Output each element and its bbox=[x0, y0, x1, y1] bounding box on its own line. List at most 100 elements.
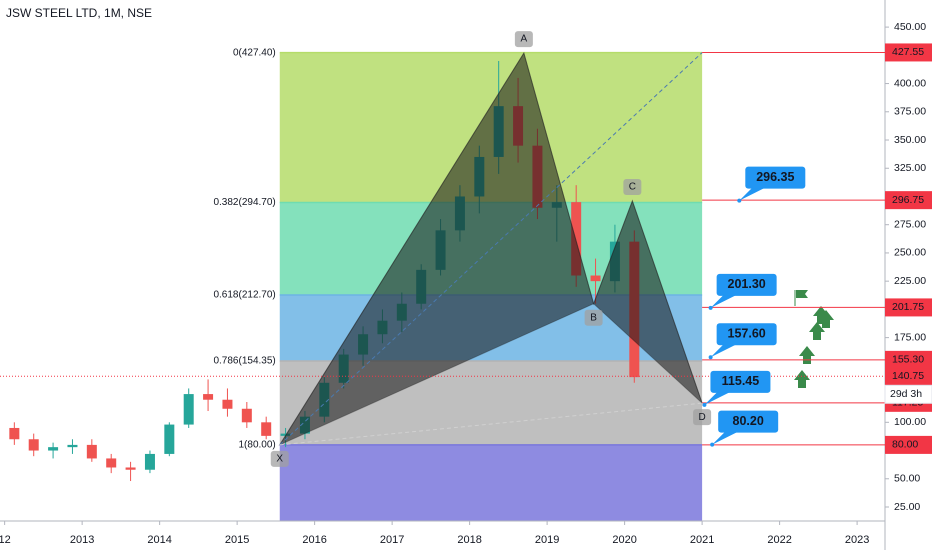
y-tick-label: 375.00 bbox=[894, 106, 926, 118]
candle-body bbox=[67, 444, 78, 448]
y-tick-label: 50.00 bbox=[894, 473, 920, 485]
y-tick-label: 450.00 bbox=[894, 21, 926, 33]
x-tick-label: 2013 bbox=[70, 534, 94, 546]
pattern-point-label: A bbox=[521, 34, 528, 45]
price-line-box bbox=[885, 191, 932, 210]
x-tick-label: 2020 bbox=[612, 534, 636, 546]
callout-pointer bbox=[712, 430, 741, 445]
fib-label: 1(80.00) bbox=[239, 440, 276, 451]
x-tick-label: 2022 bbox=[767, 534, 791, 546]
arrow-icon bbox=[809, 322, 825, 340]
candle-body bbox=[106, 458, 117, 468]
candle-body bbox=[164, 424, 175, 454]
x-tick-label: 2014 bbox=[147, 534, 171, 546]
countdown-box bbox=[884, 384, 932, 404]
pattern-point-label: C bbox=[629, 182, 636, 193]
diagonal-dash bbox=[279, 52, 703, 446]
price-line-label: 155.30 bbox=[892, 354, 924, 366]
pattern-point-box bbox=[514, 31, 533, 48]
last-price-label: 140.75 bbox=[892, 370, 924, 382]
y-tick-label: 100.00 bbox=[894, 416, 926, 428]
x-tick-label: 2019 bbox=[535, 534, 559, 546]
y-tick-label: 225.00 bbox=[894, 275, 926, 287]
candle-body bbox=[183, 394, 194, 425]
price-line-box bbox=[885, 298, 932, 317]
candle-body bbox=[144, 453, 155, 470]
callout-box bbox=[716, 323, 777, 346]
callout-label: 157.60 bbox=[728, 327, 766, 341]
callout-box bbox=[745, 166, 806, 189]
callout-anchor bbox=[708, 355, 713, 360]
callout-label: 115.45 bbox=[722, 374, 760, 388]
x-tick-label: 2016 bbox=[302, 534, 326, 546]
flag-icon bbox=[796, 290, 808, 298]
callout-box bbox=[718, 410, 779, 433]
plot-area: 0(427.40) 0.382(294.70) 0.618(212.70) 0.786… bbox=[9, 31, 712, 521]
candle-body bbox=[222, 399, 233, 409]
callout-label: 296.35 bbox=[756, 170, 794, 184]
arrow-icon bbox=[818, 310, 834, 328]
fib-label: 0.618(212.70) bbox=[213, 290, 275, 301]
price-line-box bbox=[885, 350, 932, 369]
x-tick-label: 2018 bbox=[457, 534, 481, 546]
callout-anchor bbox=[737, 198, 742, 203]
y-tick-label: 325.00 bbox=[894, 162, 926, 174]
callout-box bbox=[716, 273, 777, 296]
pattern-point-box bbox=[584, 309, 603, 326]
callout-label: 80.20 bbox=[733, 414, 764, 428]
callout-anchor bbox=[710, 442, 715, 447]
callout-label: 201.30 bbox=[728, 277, 766, 291]
candle-body bbox=[203, 394, 214, 400]
callout-box bbox=[710, 370, 771, 393]
fib-label: 0.382(294.70) bbox=[213, 197, 275, 208]
callout-pointer bbox=[739, 186, 768, 201]
x-tick-label: 2023 bbox=[845, 534, 869, 546]
callout-anchor bbox=[708, 305, 713, 310]
price-line-box bbox=[885, 43, 932, 62]
candle-body bbox=[48, 447, 59, 451]
candle-body bbox=[9, 427, 20, 440]
callout-pointer bbox=[704, 390, 733, 405]
pattern-point-box bbox=[270, 450, 289, 467]
y-tick-label: 275.00 bbox=[894, 218, 926, 230]
xd-dash bbox=[279, 402, 703, 446]
chart-title: JSW STEEL LTD, 1M, NSE bbox=[6, 6, 152, 20]
pattern-point-label: D bbox=[698, 412, 705, 423]
x-tick-label: 2021 bbox=[690, 534, 714, 546]
pattern-point-label: B bbox=[590, 312, 597, 323]
x-tick-label: 2017 bbox=[380, 534, 404, 546]
pattern-point-box bbox=[693, 409, 712, 426]
fib-band bbox=[279, 444, 703, 521]
fib-label: 0(427.40) bbox=[233, 47, 276, 58]
callout-pointer bbox=[710, 293, 739, 308]
y-tick-label: 175.00 bbox=[894, 331, 926, 343]
price-line-label: 296.75 bbox=[892, 194, 924, 206]
callout-anchor bbox=[702, 402, 707, 407]
last-price-box bbox=[885, 367, 932, 386]
price-line-label: 201.75 bbox=[892, 301, 924, 313]
candle-body bbox=[86, 444, 97, 459]
candle-body bbox=[28, 439, 39, 451]
arrow-icon bbox=[794, 370, 810, 388]
price-line-box bbox=[885, 435, 932, 454]
y-tick-label: 350.00 bbox=[894, 134, 926, 146]
pattern-line bbox=[279, 51, 703, 446]
candle-body bbox=[571, 202, 582, 276]
price-line-label: 80.00 bbox=[892, 439, 918, 451]
callout-pointer bbox=[710, 343, 739, 358]
x-tick-label: 12 bbox=[0, 534, 11, 546]
pattern-point-label: X bbox=[276, 454, 283, 465]
pattern-point-box bbox=[623, 178, 642, 195]
price-line-label: 427.55 bbox=[892, 46, 924, 58]
candle-body bbox=[125, 467, 136, 470]
candle-body bbox=[241, 408, 252, 423]
x-tick-label: 2015 bbox=[225, 534, 249, 546]
y-tick-label: 250.00 bbox=[894, 247, 926, 259]
fib-label: 0.786(154.35) bbox=[213, 356, 275, 367]
candle-body bbox=[261, 422, 272, 436]
y-tick-label: 25.00 bbox=[894, 501, 920, 513]
countdown-label: 29d 3h bbox=[890, 388, 922, 400]
y-tick-label: 400.00 bbox=[894, 77, 926, 89]
candle-body bbox=[590, 275, 601, 282]
